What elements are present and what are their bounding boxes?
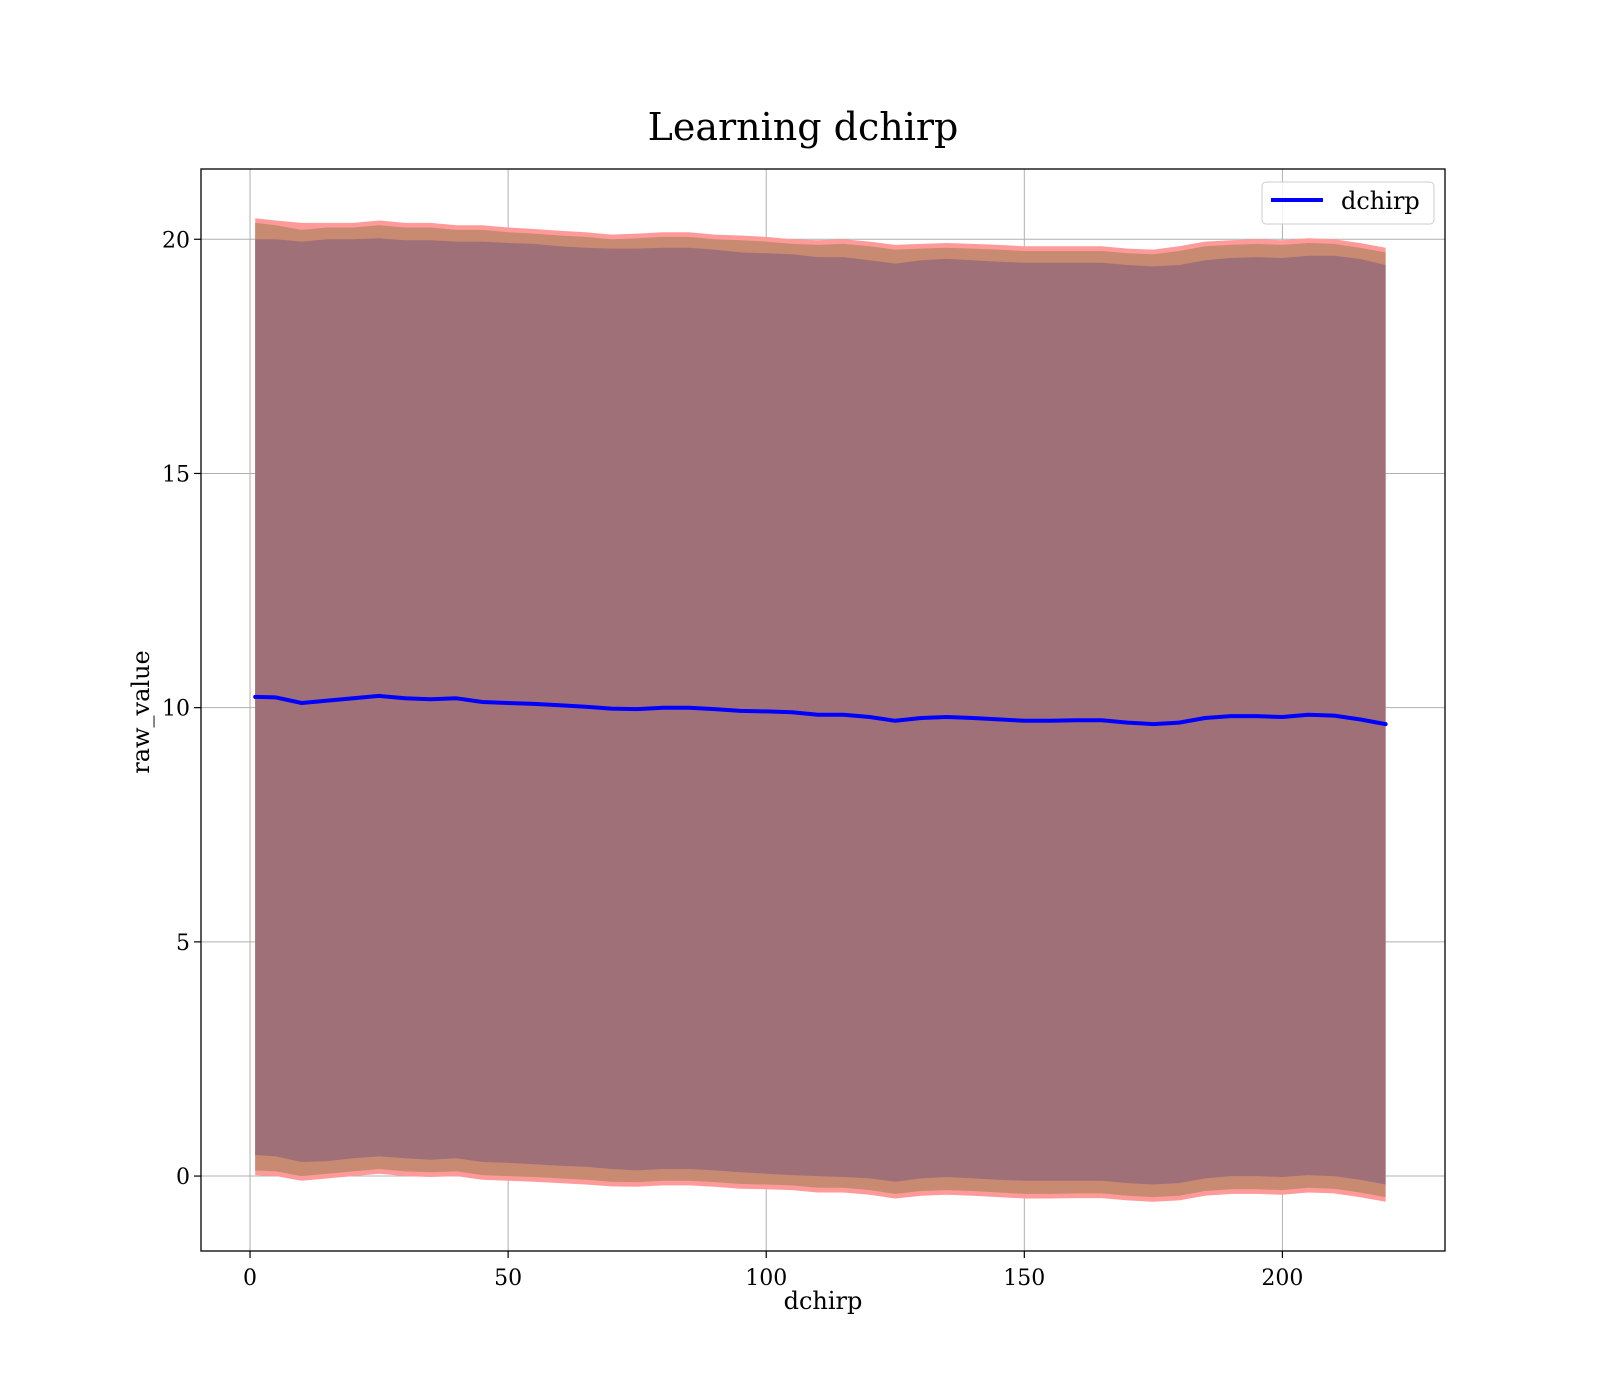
series-line-dchirp bbox=[253, 693, 1388, 727]
series-lines bbox=[253, 693, 1388, 727]
confidence-bands bbox=[255, 218, 1386, 1202]
y-tick-label: 20 bbox=[162, 228, 190, 253]
axis-ticks: 0 50 100 150 200 0 5 10 15 20 bbox=[162, 228, 1303, 1291]
x-tick-label: 150 bbox=[1003, 1266, 1045, 1291]
y-tick-label: 15 bbox=[162, 462, 190, 487]
x-tick-label: 50 bbox=[494, 1266, 522, 1291]
x-axis-label: dchirp bbox=[784, 1287, 863, 1315]
x-tick-label: 100 bbox=[745, 1266, 787, 1291]
y-tick-label: 5 bbox=[176, 931, 190, 956]
legend: dchirp bbox=[1261, 181, 1435, 225]
inner-band bbox=[255, 238, 1386, 1185]
y-tick-label: 0 bbox=[176, 1165, 190, 1190]
y-axis-label: raw_value bbox=[127, 650, 155, 774]
y-tick-label: 10 bbox=[162, 697, 190, 722]
plot-area-frame bbox=[200, 168, 1446, 1252]
legend-entry-dchirp: dchirp bbox=[1341, 187, 1420, 215]
chart-title: Learning dchirp bbox=[648, 105, 959, 149]
x-tick-label: 0 bbox=[243, 1266, 257, 1291]
x-tick-label: 200 bbox=[1261, 1266, 1303, 1291]
legend-box bbox=[1261, 181, 1435, 225]
